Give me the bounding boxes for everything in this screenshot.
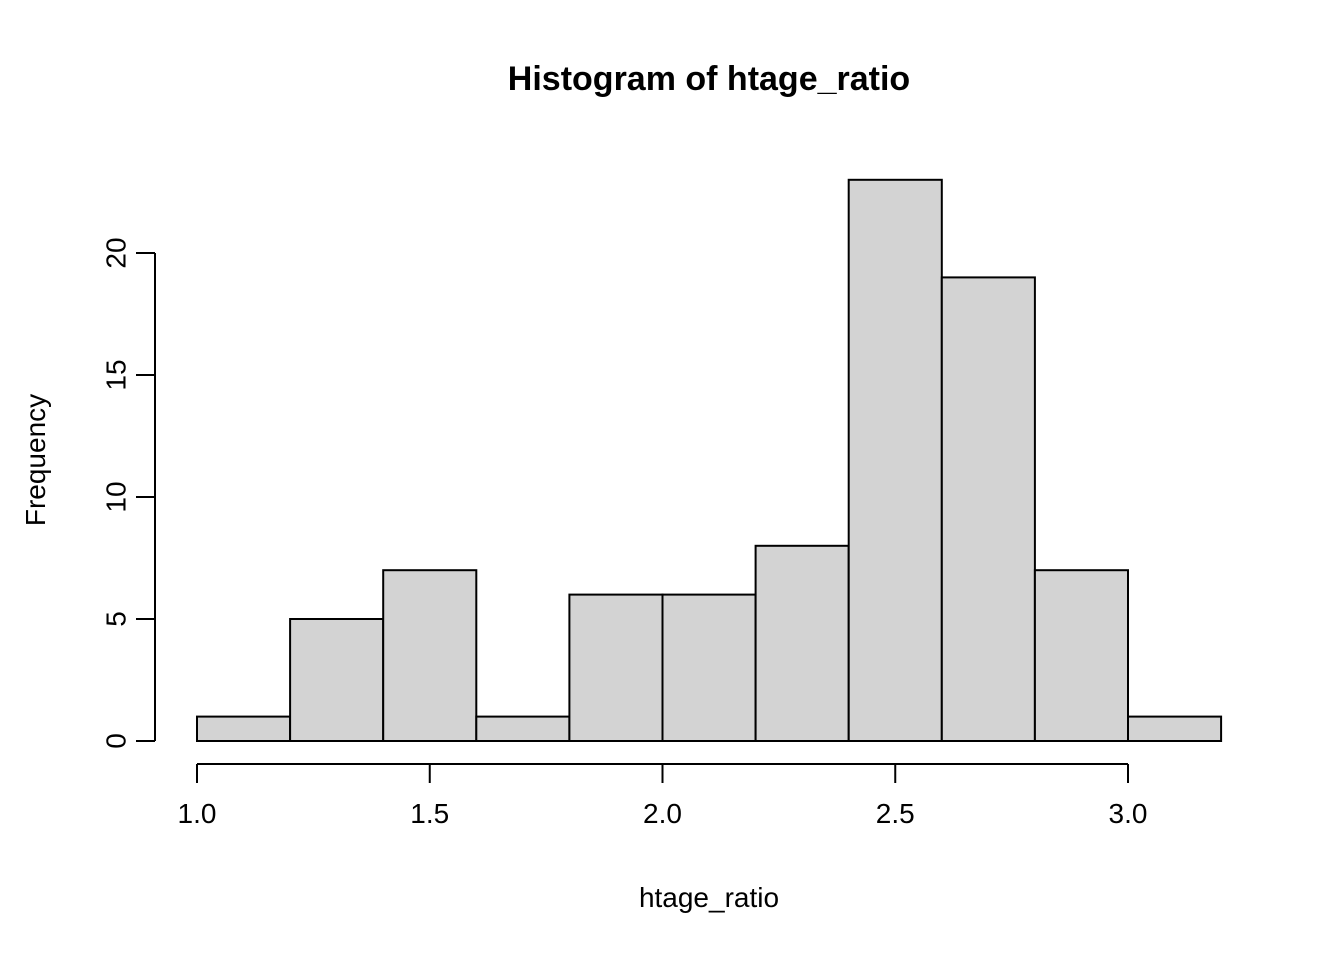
- x-tick-label: 1.0: [178, 798, 217, 829]
- histogram-bar: [754, 544, 850, 742]
- histogram-bar: [847, 178, 943, 743]
- chart-title: Histogram of htage_ratio: [507, 60, 911, 98]
- y-tick-label: 10: [100, 481, 131, 512]
- histogram-bar: [475, 715, 571, 742]
- histogram-bar: [661, 593, 757, 742]
- y-tick-label: 15: [100, 359, 131, 390]
- histogram-bar: [196, 715, 292, 742]
- histogram-bar: [940, 276, 1036, 742]
- x-tick-label: 2.5: [876, 798, 915, 829]
- y-tick-label: 20: [100, 237, 131, 268]
- y-tick-label: 5: [100, 611, 131, 627]
- x-tick-label: 1.5: [410, 798, 449, 829]
- x-axis-title: htage_ratio: [638, 882, 780, 913]
- x-tick-label: 2.0: [643, 798, 682, 829]
- histogram-bar: [1033, 569, 1130, 743]
- histogram-bar: [568, 593, 664, 742]
- histogram-bar: [382, 569, 478, 743]
- histogram-bar: [289, 618, 385, 742]
- histogram-bar: [1127, 715, 1223, 742]
- x-tick-label: 3.0: [1109, 798, 1148, 829]
- y-tick-label: 0: [100, 733, 131, 749]
